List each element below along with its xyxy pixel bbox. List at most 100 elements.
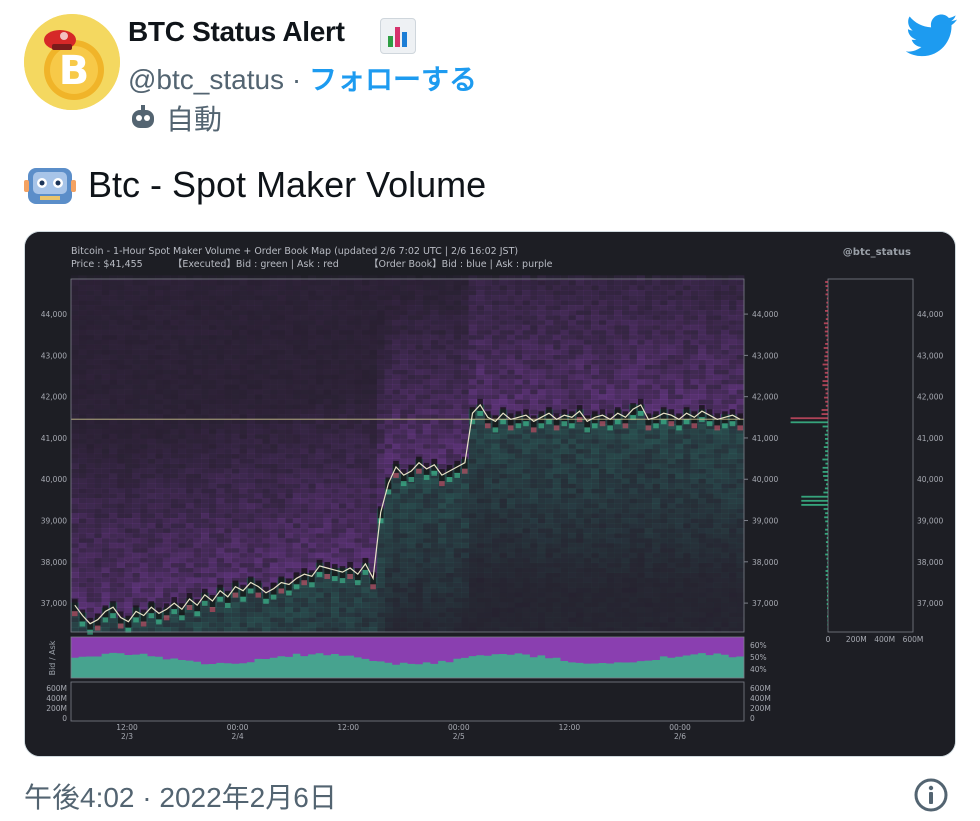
twitter-logo-icon[interactable] — [905, 14, 958, 58]
heatmap-cell — [506, 379, 515, 385]
heatmap-cell — [399, 423, 408, 430]
heatmap-cell — [484, 295, 492, 301]
heatmap-cell — [170, 443, 179, 450]
heatmap-cell — [522, 567, 531, 573]
heatmap-cell — [231, 498, 240, 504]
heatmap-cell — [224, 503, 232, 509]
heatmap-cell — [568, 493, 577, 499]
heatmap-cell — [254, 627, 263, 633]
heatmap-cell — [399, 319, 408, 326]
heatmap-cell — [101, 275, 110, 281]
heatmap-cell — [292, 597, 301, 603]
heatmap-cell — [529, 498, 538, 504]
heatmap-cell — [315, 305, 324, 311]
heatmap-cell — [568, 483, 577, 489]
heatmap-cell — [93, 404, 102, 410]
heatmap-cell — [506, 498, 515, 504]
heatmap-cell — [415, 334, 424, 341]
heatmap-cell — [560, 319, 569, 326]
heatmap-cell — [491, 364, 500, 370]
display-name[interactable]: BTC Status Alert — [128, 16, 345, 47]
heatmap-cell — [216, 473, 225, 479]
heatmap-cell — [346, 473, 355, 479]
heatmap-cell — [407, 334, 416, 341]
heatmap-cell — [292, 419, 301, 425]
heatmap-cell — [208, 542, 217, 549]
heatmap-cell — [147, 305, 156, 311]
tweet-media-image[interactable]: Bitcoin - 1-Hour Spot Maker Volume + Ord… — [24, 231, 956, 757]
heatmap-cell — [430, 518, 439, 524]
heatmap-cell — [331, 552, 339, 559]
heatmap-cell — [445, 404, 454, 410]
heatmap-cell — [139, 463, 148, 469]
follow-button[interactable]: フォローする — [308, 64, 477, 95]
heatmap-cell — [369, 488, 378, 494]
heatmap-cell — [300, 354, 309, 360]
heatmap-cell — [552, 572, 561, 578]
heatmap-cell — [598, 607, 607, 613]
heatmap-cell — [552, 369, 561, 375]
heatmap-cell — [132, 359, 141, 365]
heatmap-cell — [178, 453, 187, 459]
heatmap-cell — [392, 493, 401, 499]
heatmap-cell — [545, 597, 554, 603]
heatmap-cell — [201, 310, 209, 316]
heatmap-cell — [216, 503, 225, 509]
heatmap-cell — [155, 324, 164, 331]
heatmap-cell — [116, 513, 125, 519]
heatmap-cell — [545, 562, 554, 568]
heatmap-cell — [445, 557, 454, 564]
heatmap-cell — [162, 319, 171, 326]
heatmap-cell — [338, 275, 347, 281]
avatar[interactable]: B — [24, 14, 120, 110]
heatmap-cell — [116, 280, 125, 286]
heatmap-cell — [514, 443, 523, 450]
heatmap-cell — [155, 379, 164, 385]
heatmap-cell — [78, 508, 87, 514]
heatmap-cell — [430, 503, 439, 509]
heatmap-cell — [231, 513, 240, 519]
heatmap-cell — [155, 473, 164, 479]
heatmap-cell — [185, 285, 194, 291]
heatmap-cell — [438, 562, 447, 568]
heatmap-cell — [239, 488, 248, 494]
heatmap-cell — [484, 498, 492, 504]
heatmap-cell — [491, 300, 500, 306]
heatmap-cell — [338, 329, 347, 336]
heatmap-cell — [216, 483, 225, 489]
heatmap-cell — [193, 518, 202, 524]
heatmap-cell — [514, 300, 523, 306]
heatmap-cell — [78, 513, 87, 519]
heatmap-cell — [430, 354, 439, 360]
user-handle[interactable]: @btc_status — [128, 64, 285, 95]
heatmap-cell — [514, 473, 523, 479]
heatmap-cell — [499, 572, 508, 578]
heatmap-cell — [323, 349, 332, 355]
heatmap-cell — [246, 508, 255, 514]
heatmap-cell — [315, 314, 324, 321]
heatmap-cell — [216, 310, 225, 316]
heatmap-cell — [292, 280, 301, 286]
heatmap-cell — [139, 334, 148, 341]
heatmap-cell — [285, 285, 294, 291]
heatmap-cell — [575, 607, 584, 613]
heatmap-cell — [384, 627, 393, 633]
heatmap-cell — [78, 523, 87, 529]
heatmap-cell — [354, 349, 362, 355]
heatmap-cell — [552, 438, 561, 445]
heatmap-cell — [323, 498, 332, 504]
heatmap-cell — [484, 364, 492, 370]
heatmap-cell — [568, 602, 577, 608]
heatmap-cell — [506, 384, 515, 390]
heatmap-cell — [529, 503, 538, 509]
heatmap-cell — [231, 339, 240, 346]
heatmap-cell — [468, 399, 477, 405]
heatmap-cell — [292, 310, 301, 316]
heatmap-cell — [101, 592, 110, 598]
heatmap-cell — [124, 572, 133, 578]
heatmap-cell — [415, 602, 424, 608]
heatmap-cell — [484, 532, 492, 539]
heatmap-cell — [109, 523, 118, 529]
heatmap-cell — [109, 384, 118, 390]
heatmap-cell — [315, 552, 324, 559]
